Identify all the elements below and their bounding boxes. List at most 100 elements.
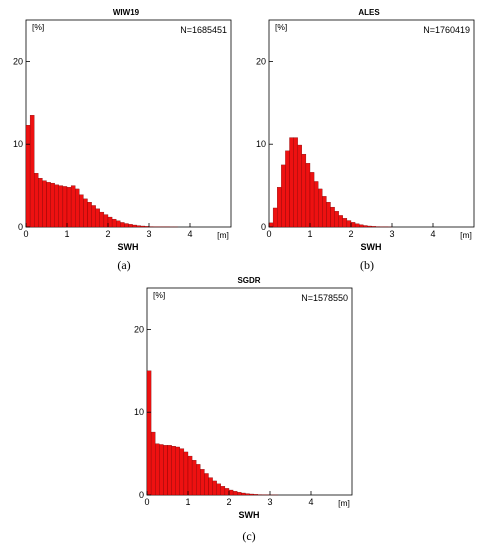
histogram-bar	[95, 208, 100, 228]
x-tick-label: 2	[348, 229, 353, 239]
histogram-bar	[224, 488, 230, 496]
histogram-bar	[42, 180, 47, 228]
y-tick-label: 20	[13, 56, 23, 66]
histogram-bar	[237, 492, 242, 496]
x-tick-label: 4	[430, 229, 435, 239]
histogram-bar	[342, 218, 348, 228]
histogram-bar	[46, 182, 51, 228]
histogram-bar	[216, 483, 221, 496]
plot-area: 0 1 2 3 4 0 10 20 [%] N=1685451 [m] SWH	[13, 19, 232, 252]
histogram-bar	[34, 173, 39, 228]
histogram-bars	[268, 137, 393, 228]
histogram-bar	[124, 223, 129, 228]
histogram-bar	[29, 115, 35, 228]
histogram-bar	[301, 153, 307, 228]
histogram-bar	[191, 460, 197, 496]
x-axis-label: SWH	[361, 242, 382, 252]
histogram-bar	[293, 137, 298, 228]
sample-count: N=1578550	[301, 293, 348, 303]
histogram-bar	[285, 150, 290, 228]
x-tick-label: 2	[226, 497, 231, 507]
y-tick-label: 0	[18, 222, 23, 232]
y-unit-label: [%]	[275, 22, 287, 32]
histogram-bar	[326, 202, 331, 228]
histogram-bar	[277, 187, 282, 228]
histogram-bar	[212, 480, 217, 496]
histogram-bar	[66, 187, 72, 228]
x-tick-label: 3	[389, 229, 394, 239]
histogram-bar	[155, 443, 160, 496]
histogram-bar	[75, 188, 80, 228]
x-tick-label: 3	[267, 497, 272, 507]
y-ticks: 0 10 20	[134, 324, 151, 500]
panel-title: WIW19	[113, 8, 140, 17]
histogram-bar	[144, 226, 150, 228]
y-tick-label: 20	[134, 324, 144, 334]
histogram-bar	[159, 444, 164, 496]
histogram-bar	[208, 477, 213, 496]
histogram-bar	[146, 370, 152, 496]
y-tick-label: 10	[13, 139, 23, 149]
plot-area: 0 1 2 3 4 0 10 20 [%] N=1760419 [m] SWH	[256, 19, 475, 252]
histogram-bar	[58, 185, 64, 228]
histogram-bar	[322, 196, 327, 228]
y-unit-label: [%]	[32, 22, 44, 32]
y-tick-label: 10	[134, 407, 144, 417]
histogram-bar	[196, 464, 201, 496]
panel-title: SGDR	[237, 276, 260, 285]
histogram-bar	[232, 491, 238, 496]
plot-area: 0 1 2 3 4 0 10 20 [%] N=1578550 [m] SWH	[134, 287, 353, 520]
histogram-bar	[334, 211, 339, 228]
histogram-bars	[146, 370, 279, 496]
histogram-bar	[330, 206, 335, 228]
y-tick-label: 0	[261, 222, 266, 232]
x-ticks: 0 1 2 3 4	[23, 223, 193, 239]
x-tick-label: 0	[23, 229, 28, 239]
histogram-bar	[249, 493, 254, 496]
y-tick-label: 20	[256, 56, 266, 66]
histogram-bar	[338, 215, 343, 228]
histogram-bar	[99, 211, 105, 228]
histogram-bar	[363, 225, 368, 228]
histogram-bar	[183, 451, 189, 496]
panel-letter: (b)	[360, 258, 374, 272]
histogram-bar	[354, 223, 360, 228]
panel-letter: (c)	[242, 529, 255, 543]
x-tick-label: 4	[308, 497, 313, 507]
histogram-bar	[54, 184, 59, 228]
histogram-bar	[359, 224, 364, 228]
histogram-bar	[50, 182, 55, 228]
histogram-bar	[38, 177, 43, 228]
histogram-bar	[179, 448, 185, 496]
x-tick-label: 1	[307, 229, 312, 239]
y-ticks: 0 10 20	[13, 56, 30, 232]
x-unit-label: [m]	[217, 230, 229, 240]
histogram-bar	[83, 198, 88, 228]
histogram-bar	[107, 216, 113, 228]
histogram-bar	[25, 125, 31, 228]
x-tick-label: 1	[64, 229, 69, 239]
x-unit-label: [m]	[460, 230, 472, 240]
x-tick-label: 4	[187, 229, 192, 239]
histogram-bar	[253, 494, 258, 496]
histogram-bar	[371, 226, 376, 228]
histogram-bar	[228, 489, 234, 496]
y-tick-label: 0	[139, 490, 144, 500]
histogram-bar	[132, 224, 137, 228]
y-ticks: 0 10 20	[256, 56, 273, 232]
histogram-bar	[346, 220, 352, 228]
histogram-bar	[120, 222, 125, 228]
histogram-bar	[70, 185, 76, 228]
histogram-bar	[313, 181, 319, 228]
histogram-bar	[268, 222, 274, 228]
y-unit-label: [%]	[153, 290, 165, 300]
x-tick-label: 0	[144, 497, 149, 507]
histogram-bar	[245, 493, 250, 496]
histogram-bar	[187, 455, 193, 496]
histogram-bar	[350, 222, 356, 228]
histogram-bar	[220, 486, 226, 496]
histogram-bar	[79, 194, 84, 228]
histogram-bar	[150, 431, 156, 496]
x-unit-label: [m]	[338, 498, 350, 508]
